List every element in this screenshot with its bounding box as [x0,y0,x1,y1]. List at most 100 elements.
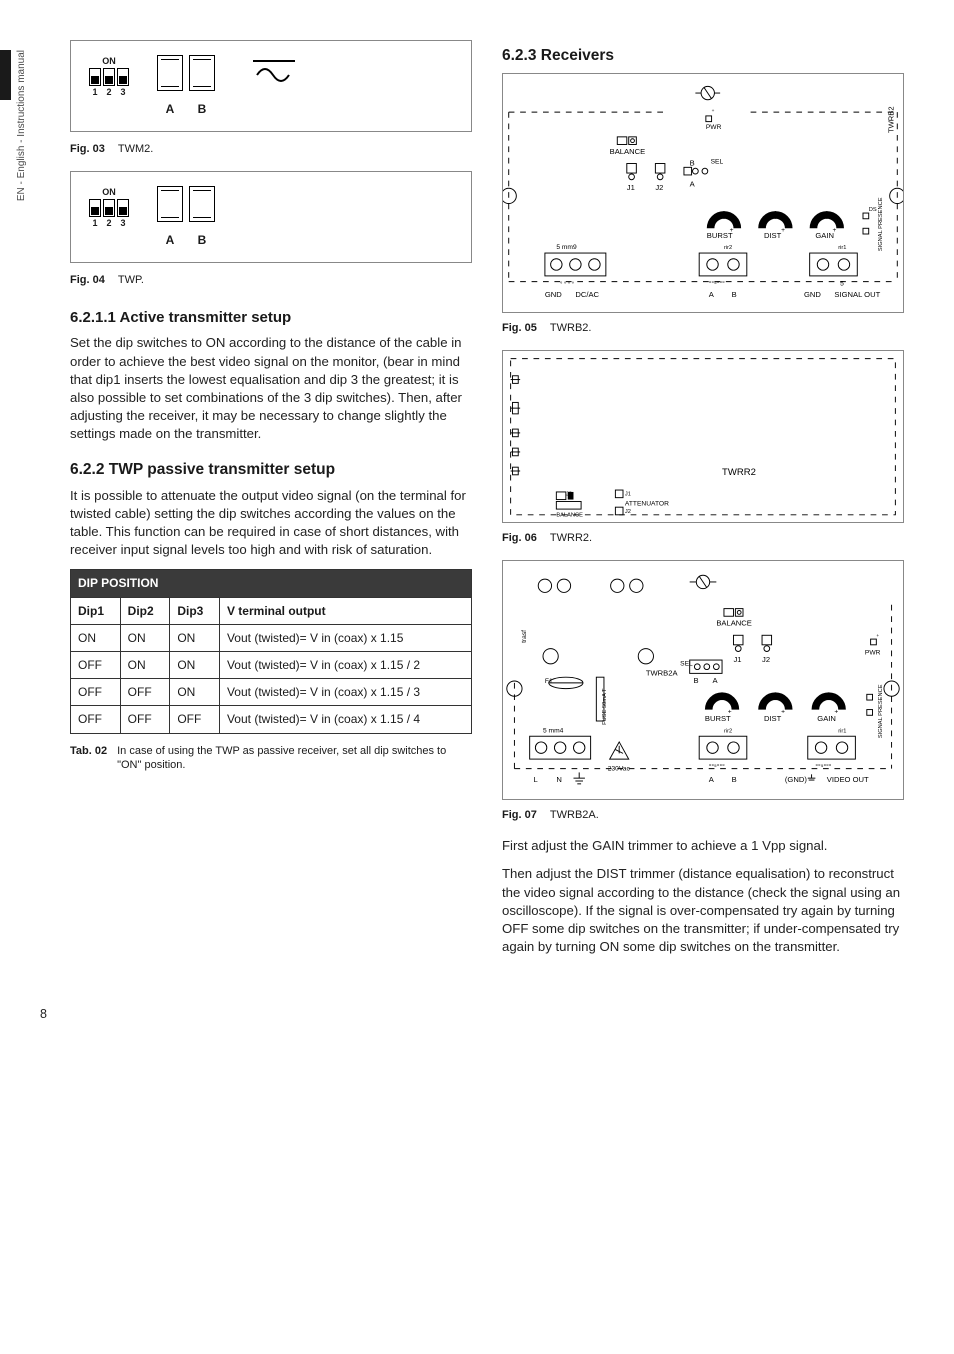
fig05-caption: Fig. 05 TWRB2. [502,321,904,336]
svg-text:230Vac: 230Vac [608,766,631,773]
dip-terminal [157,186,183,222]
dip-cell [103,199,115,217]
svg-text:+: + [876,634,879,639]
svg-text:A: A [690,179,696,188]
svg-text:DC/AC: DC/AC [575,290,599,299]
fig05-schematic: + PWR TWRB2 BALANCE J1 J2 B A SEL + [502,73,904,313]
right-body-2: Then adjust the DIST trimmer (distance e… [502,865,904,956]
dip-on-label: ON [102,55,116,67]
svg-text:A: A [713,676,719,685]
col-dip3: Dip3 [170,597,220,624]
svg-text:DIST: DIST [764,714,782,723]
fig04-caption: Fig. 04 TWP. [70,273,472,288]
svg-text:N: N [556,775,562,784]
svg-text:J2: J2 [655,183,663,192]
svg-text:B: B [690,158,695,167]
svg-text:GAIN: GAIN [815,231,834,240]
svg-text:J2: J2 [762,655,770,664]
svg-text:+: + [781,227,785,234]
svg-text:B: B [693,676,698,685]
fig06-schematic: TWRR2 J3 BALANCE J1 ATTENUATOR J2 [502,350,904,523]
col-dip2: Dip2 [120,597,170,624]
svg-text:5 mm4: 5 mm4 [543,728,564,735]
section-6-2-2-title: 6.2.2 TWP passive transmitter setup [70,460,472,481]
right-column: 6.2.3 Receivers + PWR TWRB2 BALANCE [502,40,904,966]
svg-text:ATTENUATOR: ATTENUATOR [625,500,669,507]
svg-text:PWR: PWR [865,649,881,656]
svg-text:rir1: rir1 [838,729,846,735]
svg-text:+: + [781,709,785,716]
svg-text:J1: J1 [627,183,635,192]
dip-position-table: DIP POSITION Dip1 Dip2 Dip3 V terminal o… [70,569,472,733]
tab02-caption: Tab. 02 In case of using the TWP as pass… [70,744,472,774]
svg-text:B: B [732,775,737,784]
svg-text:VIDEO OUT: VIDEO OUT [827,775,869,784]
section-6-2-2-body: It is possible to attenuate the output v… [70,487,472,560]
svg-text:TWRB2: TWRB2 [886,106,895,133]
dip-cell [117,68,129,86]
dip-cell [89,199,101,217]
svg-text:trasf: trasf [521,630,528,643]
section-6-2-1-1-body: Set the dip switches to ON according to … [70,334,472,443]
svg-text:SIGNAL OUT: SIGNAL OUT [834,290,880,299]
dip-numbers: 1 2 3 [89,86,129,98]
svg-text:° ° ° °: ° ° ° ° [560,281,574,287]
col-vout: V terminal output [219,597,471,624]
svg-text:A: A [709,290,715,299]
table-row: OFF OFF OFF Vout (twisted)= V in (coax) … [71,706,472,733]
svg-text:J1: J1 [625,492,631,498]
svg-text:TWRB2A: TWRB2A [646,668,679,677]
col-dip1: Dip1 [71,597,121,624]
svg-text:°°⁵°°°: °°⁵°°° [815,763,831,771]
svg-text:BURST: BURST [705,714,731,723]
dip-ab-block: A B [157,186,215,248]
svg-text:DIST: DIST [764,231,782,240]
dip-terminal [189,186,215,222]
dip-on-label: ON [102,186,116,198]
svg-text:J1: J1 [733,655,741,664]
svg-text:FUSE 50mA T: FUSE 50mA T [602,688,608,725]
svg-text:SIGNAL PRESENCE: SIGNAL PRESENCE [878,684,884,738]
svg-text:GND: GND [804,290,821,299]
svg-text:B: B [732,290,737,299]
svg-text:BALANCE: BALANCE [716,619,752,628]
section-6-2-3-title: 6.2.3 Receivers [502,46,904,67]
svg-text:(GND): (GND) [785,775,807,784]
dip-terminal [157,55,183,91]
fig07-schematic: trasf BALANCE J1 J2 + PWR SEL B A TWRB2A [502,560,904,800]
side-tab-marker [0,50,11,100]
table-body: ON ON ON Vout (twisted)= V in (coax) x 1… [71,624,472,733]
fig03-dip-diagram: ON 1 2 3 A B [70,40,472,132]
dip-switch-block: ON 1 2 3 [89,186,129,229]
table-row: ON ON ON Vout (twisted)= V in (coax) x 1… [71,624,472,651]
svg-text:GAIN: GAIN [817,714,836,723]
svg-text:rir2: rir2 [724,245,732,251]
svg-text:rir1: rir1 [838,245,846,251]
sine-icon [251,55,297,85]
svg-text:5: 5 [840,280,844,287]
side-language-tab: EN - English - Instructions manual [0,50,28,270]
svg-text:J2: J2 [625,509,631,515]
section-6-2-1-1-title: 6.2.1.1 Active transmitter setup [70,308,472,328]
dip-cell [117,199,129,217]
svg-text:GND: GND [545,290,562,299]
side-tab-text: EN - English - Instructions manual [15,50,29,205]
fig07-caption: Fig. 07 TWRB2A. [502,808,904,823]
page-number: 8 [40,1006,904,1023]
dip-cell [89,68,101,86]
svg-text:L: L [533,775,537,784]
left-column: ON 1 2 3 A B [40,40,472,966]
dip-ab-block: A B [157,55,215,117]
svg-text:DS: DS [869,207,877,213]
table-row: OFF ON ON Vout (twisted)= V in (coax) x … [71,651,472,678]
fig03-caption: Fig. 03 TWM2. [70,142,472,157]
svg-text:BALANCE: BALANCE [610,147,646,156]
svg-text:+: + [712,109,715,114]
svg-text:BURST: BURST [707,231,733,240]
svg-text:PWR: PWR [706,124,722,131]
svg-text:SEL: SEL [680,661,693,668]
dip-numbers: 1 2 3 [89,217,129,229]
dip-cell [103,68,115,86]
svg-text:BALANCE: BALANCE [556,513,583,519]
table-row: OFF OFF ON Vout (twisted)= V in (coax) x… [71,679,472,706]
